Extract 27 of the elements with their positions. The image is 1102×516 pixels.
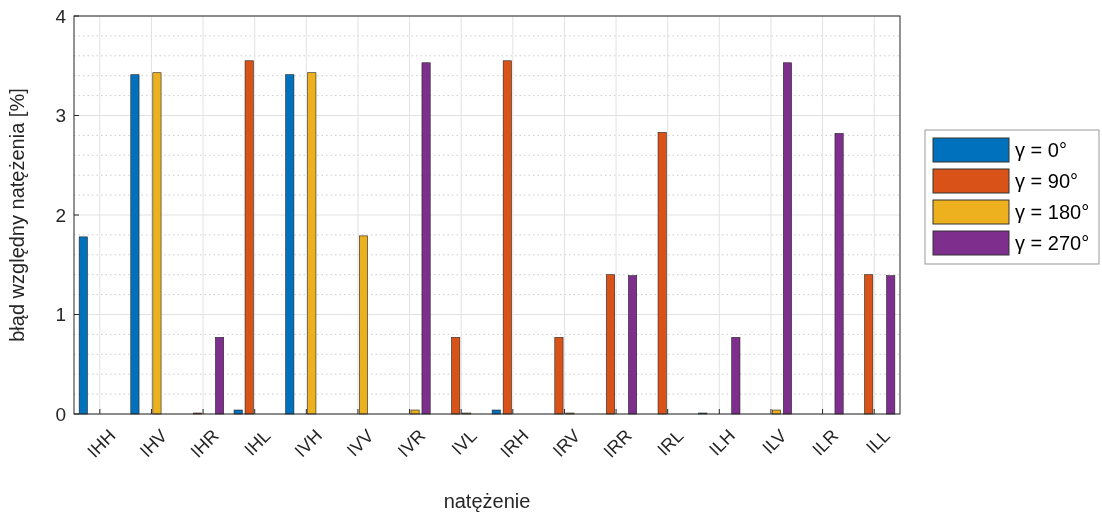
y-tick-label: 4: [55, 5, 67, 27]
x-tick-label: IHH: [83, 425, 120, 462]
x-tick-label: ILR: [808, 425, 843, 460]
x-tick-label: IVR: [393, 425, 430, 461]
x-tick-label: IVL: [447, 425, 481, 459]
x-tick-label: IVH: [290, 425, 327, 461]
y-axis-title: błąd względny natężenia [%]: [6, 88, 28, 342]
x-tick-label: IHL: [240, 425, 275, 460]
x-tick-label: IRR: [599, 425, 636, 462]
x-tick-label: ILL: [862, 425, 894, 458]
x-tick-label: IVV: [343, 425, 378, 461]
legend-label: γ = 90°: [1015, 170, 1079, 192]
y-tick-label: 0: [55, 403, 66, 425]
y-tick-label: 3: [55, 105, 66, 127]
x-tick-label: IHV: [135, 425, 172, 461]
x-axis-title: natężenie: [443, 490, 531, 512]
x-tick-label: IRH: [496, 425, 533, 462]
legend-label: γ = 0°: [1015, 139, 1067, 161]
legend-label: γ = 180°: [1015, 201, 1090, 223]
x-tick-label: ILV: [758, 425, 791, 458]
y-tick-label: 1: [55, 304, 66, 326]
x-tick-label: ILH: [705, 425, 740, 460]
x-tick-label: IRL: [653, 425, 688, 460]
y-tick-label: 2: [55, 204, 66, 226]
legend-label: γ = 270°: [1015, 232, 1090, 254]
x-tick-label: IHR: [186, 425, 223, 462]
x-tick-label: IRV: [549, 425, 585, 461]
